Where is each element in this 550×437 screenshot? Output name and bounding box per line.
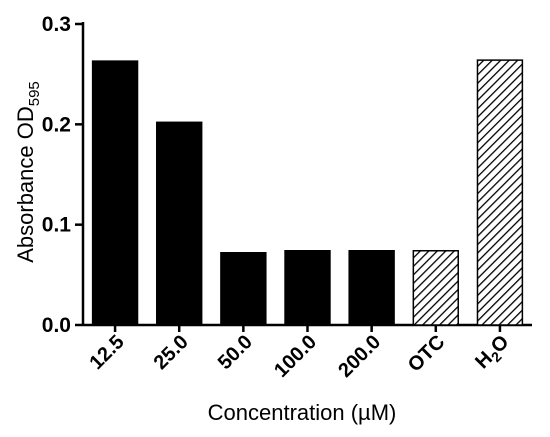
- y-tick-label: 0.0: [42, 314, 71, 337]
- bars: [91, 59, 524, 326]
- y-axis-title-main: Absorbance OD: [13, 106, 38, 263]
- x-tick-label: 200.0: [334, 331, 385, 382]
- x-tick-label: 50.0: [214, 331, 257, 374]
- x-tick-label: 25.0: [150, 331, 193, 374]
- y-tick-label: 0.3: [42, 13, 71, 36]
- y-tick-labels: 0.0 0.1 0.2 0.3: [42, 13, 72, 337]
- y-axis-title-subscript: 595: [26, 81, 43, 106]
- bar-25-0: [156, 121, 203, 326]
- x-axis-title: Concentration (µM): [208, 400, 397, 425]
- x-tick-label: H2O: [471, 331, 515, 375]
- bar-otc: [412, 250, 459, 326]
- y-axis: [75, 22, 85, 327]
- x-tick-label: 100.0: [270, 331, 321, 382]
- bar-200-0: [348, 250, 395, 326]
- x-axis: [83, 323, 532, 332]
- bar-h-o: [476, 59, 524, 326]
- y-tick-label: 0.1: [42, 214, 72, 237]
- y-axis-title: Absorbance OD595: [13, 81, 43, 263]
- y-tick-label: 0.2: [42, 113, 71, 136]
- bar-12-5: [91, 60, 139, 326]
- x-tick-label: OTC: [404, 331, 449, 376]
- bar-100-0: [284, 250, 331, 326]
- x-tick-label: 12.5: [86, 331, 129, 374]
- x-tick-labels: 12.5 25.0 50.0 100.0 200.0 OTC H2O: [86, 331, 515, 382]
- bar-50-0: [220, 252, 267, 326]
